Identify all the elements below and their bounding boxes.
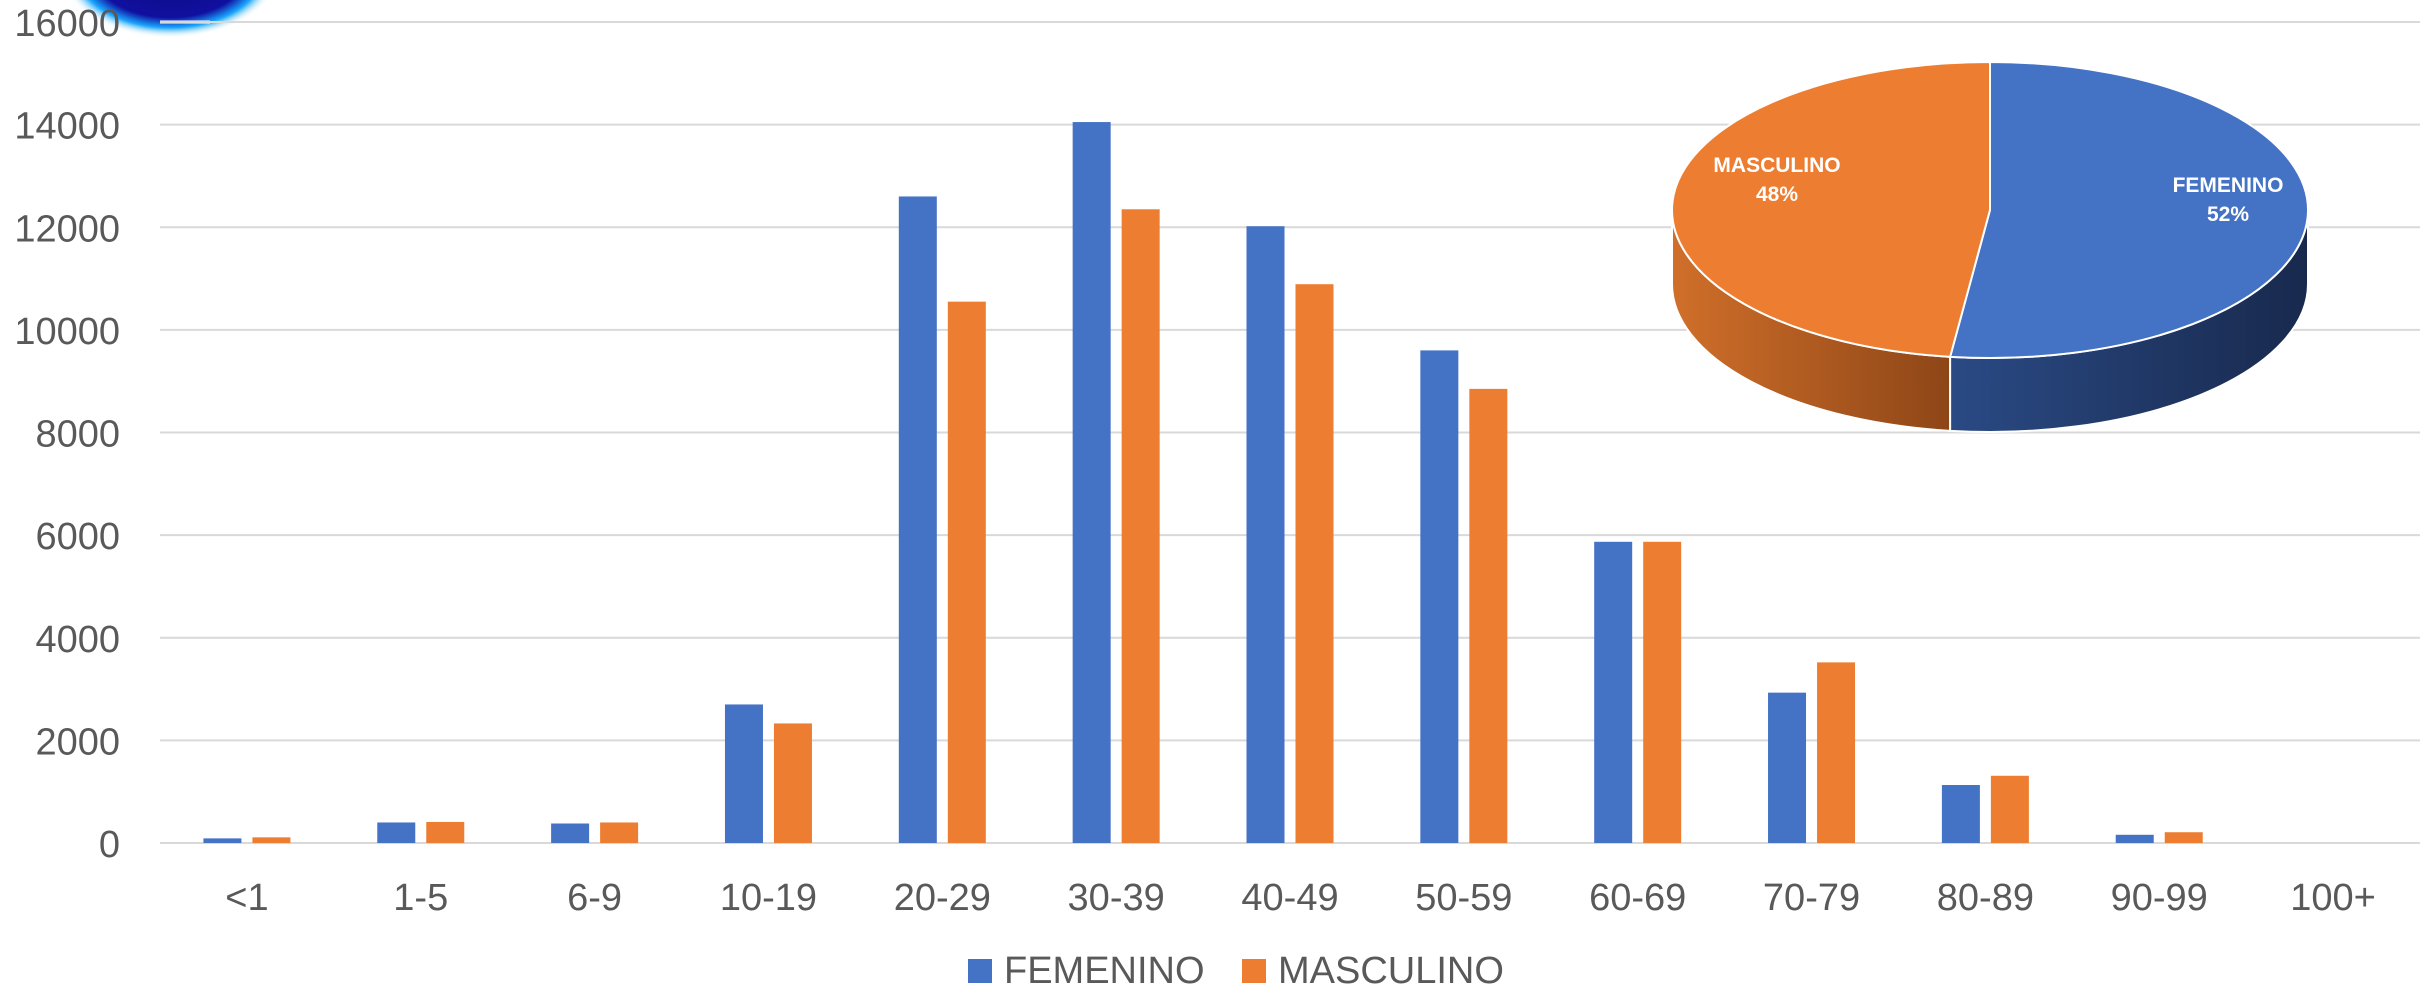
bar-femenino-80-89	[1941, 785, 1980, 843]
legend-swatch-masculino	[1242, 959, 1266, 983]
x-tick-label: 70-79	[1763, 877, 1860, 919]
bar-femenino-60-69	[1594, 541, 1633, 843]
bar-masculino-40-49	[1295, 284, 1334, 843]
legend-label-femenino: FEMENINO	[1004, 950, 1205, 989]
y-tick-label: 6000	[35, 516, 120, 558]
bar-femenino-30-39	[1072, 122, 1111, 843]
bar-femenino-40-49	[1246, 226, 1285, 843]
pie-label-masculino: MASCULINO	[1713, 154, 1840, 177]
bar-series	[203, 122, 2203, 843]
legend: FEMENINO MASCULINO	[968, 950, 1504, 989]
bar-masculino-50-59	[1469, 388, 1508, 843]
bar-masculino-60-69	[1643, 541, 1682, 843]
pie-slice-masculino	[1671, 60, 1991, 358]
bar-masculino-1-5	[426, 821, 465, 843]
legend-label-masculino: MASCULINO	[1278, 950, 1504, 989]
bar-masculino-6-9	[600, 822, 639, 843]
bar-femenino-90-99	[2115, 834, 2154, 843]
x-tick-label: 50-59	[1415, 877, 1512, 919]
bar-masculino-70-79	[1817, 662, 1856, 843]
x-tick-label: 20-29	[894, 877, 991, 919]
bar-masculino-10-19	[773, 723, 812, 843]
y-tick-label: 8000	[35, 414, 120, 456]
x-tick-label: 80-89	[1937, 877, 2034, 919]
bar-femenino-70-79	[1768, 692, 1807, 843]
y-tick-label: 14000	[14, 106, 120, 148]
bar-masculino-30-39	[1121, 209, 1160, 843]
y-tick-label: 4000	[35, 619, 120, 661]
x-tick-label: 60-69	[1589, 877, 1686, 919]
bar-masculino-<1	[252, 837, 291, 843]
y-tick-label: 2000	[35, 721, 120, 763]
bar-femenino-10-19	[724, 704, 763, 843]
pie-chart: FEMENINO 52% MASCULINO 48%	[1671, 60, 2309, 433]
x-tick-label: 10-19	[720, 877, 817, 919]
y-tick-label: 0	[99, 824, 120, 866]
y-tick-label: 12000	[14, 208, 120, 250]
pie-label-femenino: FEMENINO	[2173, 174, 2284, 197]
x-tick-label: 6-9	[567, 877, 622, 919]
pie-slice-femenino	[1948, 60, 2309, 359]
bar-masculino-90-99	[2164, 832, 2203, 843]
y-axis-tick-labels: 0 2000 4000 6000 8000 10000 12000 14000 16000	[14, 3, 120, 866]
bar-femenino-1-5	[377, 822, 416, 843]
legend-swatch-femenino	[968, 959, 992, 983]
pie-percent-masculino: 48%	[1756, 183, 1798, 206]
bar-femenino-6-9	[551, 823, 590, 843]
bar-masculino-80-89	[1990, 775, 2029, 843]
bar-femenino-50-59	[1420, 350, 1459, 843]
x-tick-label: 90-99	[2111, 877, 2208, 919]
x-axis-tick-labels: <1 1-5 6-9 10-19 20-29 30-39 40-49 50-59 60-69 70…	[225, 877, 2376, 919]
bar-masculino-20-29	[947, 301, 986, 843]
x-tick-label: <1	[225, 877, 268, 919]
x-tick-label: 30-39	[1068, 877, 1165, 919]
pie-percent-femenino: 52%	[2207, 203, 2249, 226]
y-tick-label: 10000	[14, 311, 120, 353]
bar-femenino-20-29	[898, 196, 937, 843]
y-tick-label: 16000	[14, 3, 120, 45]
bar-femenino-<1	[203, 838, 242, 843]
x-tick-label: 40-49	[1241, 877, 1338, 919]
x-tick-label: 100+	[2290, 877, 2376, 919]
x-tick-label: 1-5	[393, 877, 448, 919]
